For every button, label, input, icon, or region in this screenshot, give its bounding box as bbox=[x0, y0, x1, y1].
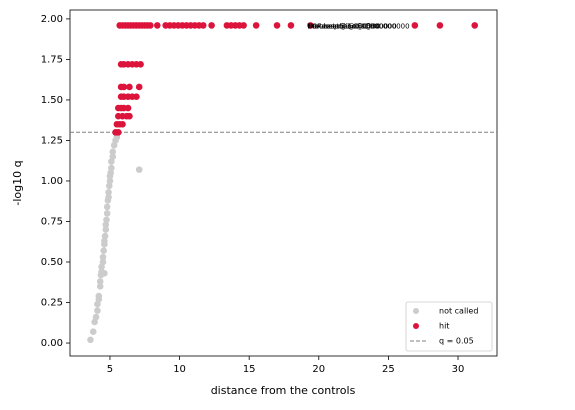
y-tick-label: 1.00 bbox=[41, 176, 63, 187]
point bbox=[94, 307, 101, 314]
point bbox=[135, 83, 143, 91]
point bbox=[100, 247, 107, 254]
x-axis-label: distance from the controls bbox=[211, 384, 356, 397]
point bbox=[105, 182, 113, 190]
point bbox=[99, 258, 107, 266]
point bbox=[103, 216, 110, 224]
point bbox=[108, 164, 115, 172]
point bbox=[436, 22, 444, 29]
point bbox=[96, 283, 104, 290]
point bbox=[120, 83, 128, 91]
point bbox=[135, 166, 143, 173]
point bbox=[133, 93, 140, 101]
legend-label: hit bbox=[439, 322, 449, 331]
y-tick-label: 0.25 bbox=[41, 298, 63, 309]
point bbox=[153, 22, 161, 29]
point bbox=[107, 169, 114, 177]
point bbox=[273, 22, 281, 29]
point bbox=[411, 22, 419, 29]
point bbox=[101, 232, 109, 240]
legend-frame bbox=[405, 301, 493, 352]
x-tick-label: 15 bbox=[243, 364, 256, 375]
point bbox=[119, 120, 126, 128]
point bbox=[109, 153, 117, 160]
y-tick-label: 0.50 bbox=[41, 257, 63, 268]
y-tick-label: 2.00 bbox=[41, 14, 63, 25]
annotation: TGF-beta@3.000000 bbox=[306, 22, 379, 30]
x-tick-label: 30 bbox=[452, 364, 465, 375]
point bbox=[252, 22, 260, 29]
annotation: Staurosporine@0.300000 bbox=[307, 22, 396, 30]
y-tick-label: 1.50 bbox=[41, 95, 63, 106]
point bbox=[105, 189, 112, 196]
point bbox=[307, 22, 314, 29]
point bbox=[126, 83, 133, 91]
point bbox=[240, 22, 247, 29]
x-tick-label: 5 bbox=[107, 364, 113, 375]
legend: not called hit q = 0.05 bbox=[405, 301, 493, 352]
y-tick-label: 0.00 bbox=[41, 338, 63, 349]
point bbox=[287, 22, 295, 29]
y-tick-label: 1.25 bbox=[41, 135, 63, 146]
point bbox=[105, 193, 112, 201]
legend-label: not called bbox=[439, 307, 478, 316]
point bbox=[103, 210, 111, 217]
x-tick-label: 25 bbox=[382, 364, 395, 375]
point bbox=[101, 237, 108, 245]
point bbox=[147, 22, 154, 29]
point bbox=[199, 22, 207, 29]
point bbox=[124, 104, 132, 112]
annotation: Bortezomib@0.100000 bbox=[307, 22, 388, 30]
legend-marker bbox=[413, 323, 419, 329]
point bbox=[115, 129, 122, 136]
point bbox=[99, 253, 107, 261]
point bbox=[92, 313, 100, 321]
point bbox=[106, 177, 114, 185]
x-tick-label: 20 bbox=[312, 364, 325, 375]
annotation: Dexamethasone@30.000000 bbox=[307, 22, 409, 30]
legend-marker bbox=[413, 308, 419, 314]
plot-frame bbox=[69, 9, 498, 357]
point bbox=[95, 292, 103, 300]
point bbox=[471, 22, 479, 29]
point bbox=[89, 328, 97, 335]
y-tick-label: 0.75 bbox=[41, 216, 63, 227]
point bbox=[109, 148, 117, 156]
y-tick-label: 1.75 bbox=[41, 54, 63, 65]
point bbox=[101, 270, 108, 277]
point bbox=[102, 221, 110, 229]
point bbox=[137, 60, 144, 68]
legend-label: q = 0.05 bbox=[439, 337, 474, 346]
point bbox=[126, 112, 133, 120]
point bbox=[103, 203, 111, 211]
point bbox=[102, 226, 110, 233]
point bbox=[208, 22, 215, 29]
point bbox=[87, 336, 94, 344]
point bbox=[96, 278, 104, 285]
x-tick-label: 10 bbox=[173, 364, 186, 375]
y-axis-label: -log10 q bbox=[11, 160, 24, 205]
